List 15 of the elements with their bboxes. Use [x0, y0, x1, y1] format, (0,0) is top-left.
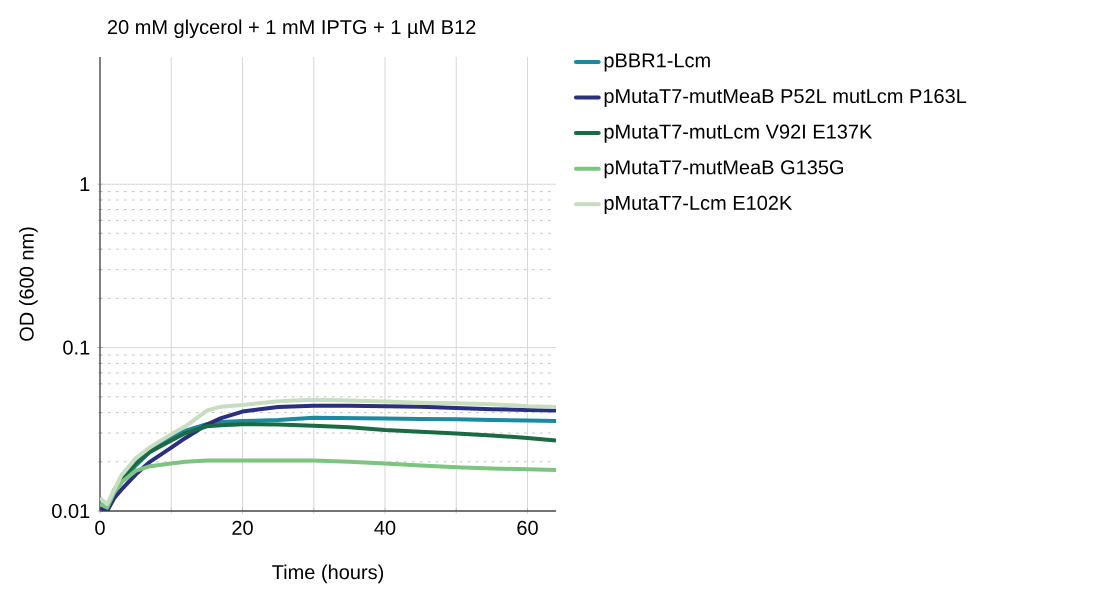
x-tick-label: 40	[374, 520, 396, 535]
y-axis-title: OD (600 nm)	[19, 227, 38, 341]
legend-label: pMutaT7-mutMeaB G135G	[604, 160, 844, 179]
y-tick-label: 0.1	[63, 340, 90, 355]
legend-label: pMutaT7-mutLcm V92I E137K	[604, 124, 873, 143]
legend-label: pBBR1-Lcm	[604, 53, 710, 72]
legend-label: pMutaT7-Lcm E102K	[604, 195, 793, 214]
legend-label: pMutaT7-mutMeaB P52L mutLcm P163L	[604, 88, 967, 108]
x-tick-label: 60	[517, 520, 538, 535]
x-tick-label: 20	[232, 520, 253, 535]
x-axis-title: Time (hours)	[272, 564, 384, 584]
x-tick-label: 0	[95, 520, 105, 535]
y-tick-label: 0.01	[52, 503, 90, 519]
chart-title: 20 mM glycerol + 1 mM IPTG + 1 µM B12	[107, 19, 476, 39]
y-tick-label: 1	[80, 177, 90, 192]
